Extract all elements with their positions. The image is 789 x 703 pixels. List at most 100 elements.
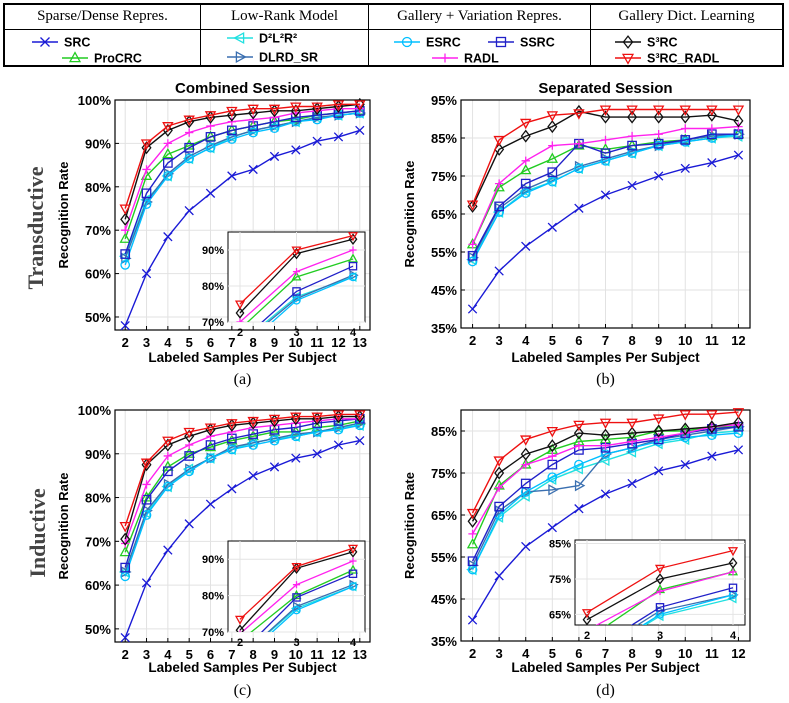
- data-point: [626, 105, 638, 116]
- data-point: [520, 478, 531, 489]
- inset-data-point: [292, 601, 303, 612]
- inset-series-line: [250, 569, 354, 632]
- data-point: [707, 124, 717, 133]
- data-point: [466, 200, 479, 211]
- data-point: [547, 167, 558, 178]
- y-tick-label: 60%: [85, 267, 111, 282]
- data-point: [248, 440, 259, 450]
- data-point: [467, 556, 478, 567]
- data-point: [290, 425, 302, 436]
- y-tick-label: 60%: [85, 578, 111, 593]
- data-point: [548, 141, 557, 150]
- data-point: [120, 260, 131, 270]
- x-tick-label: 11: [705, 333, 719, 348]
- panel-caption: (c): [234, 682, 252, 699]
- legend-entry-s3rc-radl: S³RC_RADL: [615, 52, 720, 66]
- inset-data-point: [347, 232, 359, 242]
- series-src: [467, 150, 744, 314]
- data-point: [162, 436, 174, 448]
- data-point: [467, 250, 478, 261]
- data-point: [140, 139, 153, 150]
- data-point: [468, 529, 477, 539]
- x-tick-label: 7: [602, 646, 609, 661]
- x-tick-label: 7: [602, 333, 609, 348]
- inset-x-tick-label: 3: [293, 637, 299, 649]
- data-point: [248, 164, 258, 175]
- data-point: [205, 440, 216, 450]
- inset-data-point: [292, 268, 301, 276]
- data-point: [248, 471, 258, 481]
- data-point: [205, 142, 216, 153]
- data-point: [269, 462, 280, 472]
- data-point: [354, 414, 366, 425]
- data-point: [226, 106, 238, 118]
- data-point: [520, 447, 531, 461]
- inset-data-point: [235, 307, 245, 319]
- data-point: [547, 439, 558, 453]
- data-point: [183, 115, 195, 126]
- data-point: [290, 104, 301, 118]
- data-point: [599, 418, 612, 429]
- inset-series-radl: [595, 568, 737, 625]
- inset-data-point: [291, 271, 302, 281]
- legend-label: SSRC: [520, 36, 555, 50]
- data-point: [494, 179, 504, 188]
- series-s3rc-radl: [119, 100, 366, 215]
- data-point: [520, 178, 531, 189]
- data-point: [205, 453, 216, 464]
- data-point: [520, 118, 532, 130]
- data-point: [119, 545, 131, 557]
- data-point: [466, 538, 479, 549]
- inset-y-tick-label: 80%: [202, 281, 224, 293]
- inset-series-line: [630, 587, 734, 625]
- data-point: [548, 484, 559, 496]
- plot-frame: [114, 409, 371, 643]
- series-radl: [121, 104, 364, 235]
- series-line: [471, 432, 739, 570]
- data-point: [248, 106, 259, 120]
- data-point: [162, 122, 174, 133]
- x-tick-label: 9: [655, 333, 662, 348]
- data-point: [163, 232, 173, 242]
- data-point: [184, 466, 195, 477]
- x-tick-label: 6: [575, 333, 582, 348]
- inset-data-point: [237, 341, 244, 349]
- inset-data-point: [581, 609, 593, 619]
- data-point: [227, 484, 237, 494]
- legend-marker-x: [40, 37, 50, 47]
- inset-y-tick-label: 65%: [549, 609, 571, 621]
- data-point: [494, 466, 505, 480]
- series-ssrc: [467, 129, 744, 261]
- data-point: [706, 420, 717, 434]
- data-point: [184, 451, 195, 461]
- inset-series-line: [239, 234, 354, 305]
- x-tick-label: 8: [628, 646, 635, 661]
- inset-y-tick-label: 75%: [549, 574, 571, 586]
- data-point: [546, 426, 559, 438]
- x-tick-label: 3: [143, 647, 150, 662]
- data-point: [626, 418, 638, 429]
- data-point: [163, 481, 173, 492]
- data-point: [521, 156, 530, 165]
- data-point: [290, 412, 302, 423]
- series-s3rc-radl: [466, 105, 745, 211]
- series-procrc: [119, 104, 366, 243]
- data-point: [600, 155, 611, 166]
- legend-entry-d2l2r2: D²L²R²: [227, 32, 297, 46]
- inset-series-line: [246, 258, 354, 322]
- legend-entry-radl: RADL: [432, 52, 499, 66]
- y-tick-label: 100%: [78, 403, 112, 418]
- data-point: [161, 170, 172, 182]
- legend-label: SRC: [64, 36, 90, 50]
- y-tick-label: 50%: [85, 622, 111, 637]
- inset-series-radl: [239, 557, 357, 632]
- data-point: [269, 123, 280, 134]
- data-point: [627, 478, 637, 489]
- data-point: [520, 129, 531, 143]
- x-axis-label: Labeled Samples Per Subject: [148, 660, 337, 675]
- data-point: [680, 110, 691, 124]
- inset-chart: 65% 75% 85% 2 3 4: [549, 539, 746, 642]
- data-point: [120, 212, 131, 226]
- data-point: [467, 304, 478, 314]
- data-point: [574, 459, 584, 470]
